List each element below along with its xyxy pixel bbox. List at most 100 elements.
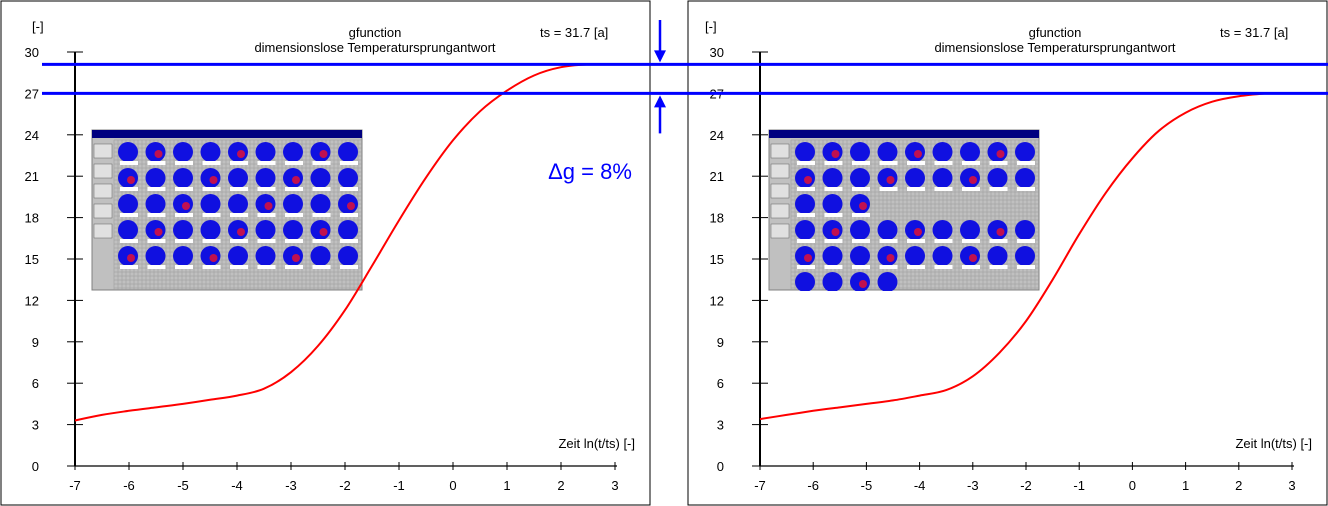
left-inset-probe	[200, 194, 221, 214]
left-inset-probe-label	[312, 265, 331, 269]
left-inset-probe-label	[285, 161, 303, 165]
left-inset-probe-label	[340, 239, 358, 243]
left-inset-probe-label	[175, 187, 193, 191]
right-inset-probe	[822, 194, 843, 214]
right-inset-probe	[877, 272, 898, 292]
right-inset-probe-label	[934, 187, 953, 191]
right-inset-probe-label	[1017, 265, 1035, 269]
right-y-tick-label: 12	[710, 293, 724, 308]
left-inset-probe-label	[147, 161, 166, 165]
right-y-tick-label: 30	[710, 45, 724, 60]
right-inset-probe-label	[852, 265, 870, 269]
right-inset-probe	[905, 246, 925, 266]
left-inset-probe-label	[340, 161, 358, 165]
right-inset-probe	[795, 194, 815, 214]
right-inset-button	[770, 143, 790, 159]
left-inset-probe-label	[147, 239, 166, 243]
left-inset-probe	[145, 246, 166, 266]
right-inset-probe-core	[804, 254, 812, 262]
right-y-tick-label: 18	[710, 211, 724, 226]
left-inset-probe-label	[340, 265, 358, 269]
left-x-tick-label: 2	[557, 478, 564, 493]
left-inset-probe	[310, 168, 331, 188]
right-y-tick-label: 0	[717, 459, 724, 474]
right-inset-probe-core	[831, 228, 840, 236]
left-y-tick-label: 30	[25, 45, 39, 60]
right-inset-probe	[1015, 246, 1035, 266]
right-inset-probe-core	[886, 254, 895, 262]
right-inset-probe-label	[824, 187, 843, 191]
left-inset-probe-core	[154, 150, 163, 158]
right-inset-probe-label	[989, 265, 1008, 269]
left-inset-probe-label	[147, 187, 166, 191]
left-inset-probe	[145, 168, 166, 188]
left-inset-probe	[310, 194, 331, 214]
left-inset-probe-label	[120, 239, 138, 243]
right-inset-probe-label	[962, 161, 980, 165]
right-inset-probe	[795, 142, 815, 162]
left-inset-probe	[228, 246, 248, 266]
right-inset-titlebar	[769, 130, 1039, 138]
right-inset-probe	[1015, 142, 1035, 162]
left-inset-probe-core	[237, 150, 245, 158]
left-y-tick-label: 21	[25, 169, 39, 184]
left-inset-probe	[283, 220, 303, 240]
right-inset-probe	[960, 220, 980, 240]
left-inset-probe	[118, 194, 138, 214]
left-inset-probe-label	[147, 265, 166, 269]
right-y-tick-label: 3	[717, 418, 724, 433]
left-inset-probe	[200, 142, 221, 162]
right-x-tick-label: 0	[1129, 478, 1136, 493]
right-inset-probe	[1015, 220, 1035, 240]
right-inset-probe	[850, 220, 870, 240]
right-inset-probe-core	[886, 176, 895, 184]
right-inset-probe	[1015, 168, 1035, 188]
right-inset-probe	[987, 246, 1008, 266]
right-inset-probe	[905, 168, 925, 188]
right-chart-title: gfunction	[1029, 25, 1082, 40]
right-inset-probe-label	[879, 239, 898, 243]
left-inset-probe-label	[257, 239, 276, 243]
left-inset-probe-label	[120, 187, 138, 191]
right-inset-probe	[850, 142, 870, 162]
right-inset-probe	[850, 168, 870, 188]
delta-arrow-down-head	[654, 50, 666, 63]
left-inset-probe-label	[175, 213, 193, 217]
right-ts-annotation: ts = 31.7 [a]	[1220, 25, 1288, 40]
right-inset-probe-label	[797, 161, 815, 165]
left-inset-probe	[118, 142, 138, 162]
right-inset-probe-label	[852, 213, 870, 217]
left-gfunction-line	[74, 63, 616, 422]
right-inset-probe	[987, 168, 1008, 188]
left-inset-probe-label	[230, 213, 248, 217]
left-inset-probe	[200, 220, 221, 240]
left-inset-probe-core	[154, 228, 163, 236]
left-inset-button	[93, 183, 113, 199]
left-x-tick-label: -2	[339, 478, 351, 493]
right-y-tick-label: 24	[710, 128, 724, 143]
right-inset-probe-label	[852, 239, 870, 243]
left-inset-probe-label	[175, 265, 193, 269]
left-inset-probe	[283, 142, 303, 162]
right-inset-probe-label	[907, 187, 925, 191]
right-inset-probe	[877, 220, 898, 240]
left-y-tick-label: 18	[25, 211, 39, 226]
left-inset-probe-label	[285, 187, 303, 191]
comparison-overlay: Δg = 8%	[42, 2, 1328, 504]
left-x-tick-label: -3	[285, 478, 297, 493]
left-inset-probe-label	[120, 213, 138, 217]
left-inset-probe-label	[202, 187, 221, 191]
left-x-tick-label: -1	[393, 478, 405, 493]
left-inset-probe-core	[292, 176, 300, 184]
right-x-tick-label: -2	[1020, 478, 1032, 493]
right-inset-probe-label	[879, 161, 898, 165]
left-y-tick-label: 3	[32, 418, 39, 433]
left-inset-probe	[338, 142, 358, 162]
left-inset-probe-label	[230, 161, 248, 165]
left-inset-probe-label	[257, 265, 276, 269]
right-y-tick-label: 9	[717, 335, 724, 350]
left-inset-probe-label	[285, 265, 303, 269]
right-y-tick-label: 21	[710, 169, 724, 184]
left-inset-probe-core	[319, 150, 328, 158]
left-series	[74, 63, 616, 422]
